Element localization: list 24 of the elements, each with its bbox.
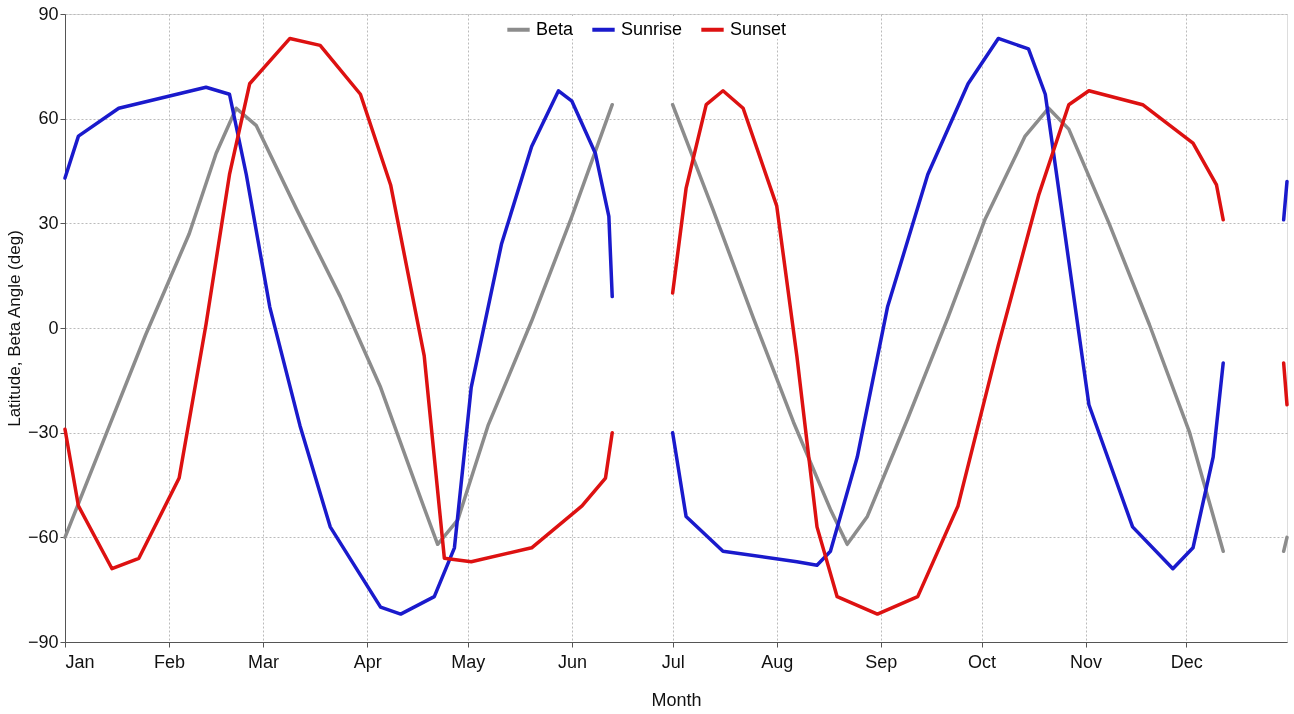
legend-label: Beta <box>536 18 575 39</box>
x-tick-label: Dec <box>1170 651 1203 672</box>
x-tick-label: May <box>451 651 486 672</box>
y-tick-label: −60 <box>27 526 59 547</box>
x-tick-label: Jun <box>557 651 587 672</box>
y-tick-label: −30 <box>27 422 59 443</box>
legend-label: Sunset <box>730 18 787 39</box>
x-tick-label: Aug <box>761 651 794 672</box>
x-tick-label: Oct <box>967 651 997 672</box>
y-tick-label: 30 <box>38 212 59 233</box>
x-tick-label: Apr <box>353 651 382 672</box>
y-tick-label: 90 <box>38 3 59 24</box>
x-tick-label: Feb <box>154 651 186 672</box>
x-axis-title: Month <box>651 689 702 710</box>
x-tick-label: Nov <box>1070 651 1103 672</box>
x-tick-label: Mar <box>248 651 280 672</box>
x-tick-label: Jul <box>661 651 685 672</box>
x-tick-label: Jan <box>65 651 95 672</box>
legend-label: Sunrise <box>621 18 683 39</box>
x-tick-label: Sep <box>865 651 898 672</box>
y-tick-label: −90 <box>27 631 59 652</box>
y-tick-label: 0 <box>48 317 59 338</box>
y-tick-label: 60 <box>38 108 59 129</box>
y-axis-title: Latitude, Beta Angle (deg) <box>4 230 24 427</box>
